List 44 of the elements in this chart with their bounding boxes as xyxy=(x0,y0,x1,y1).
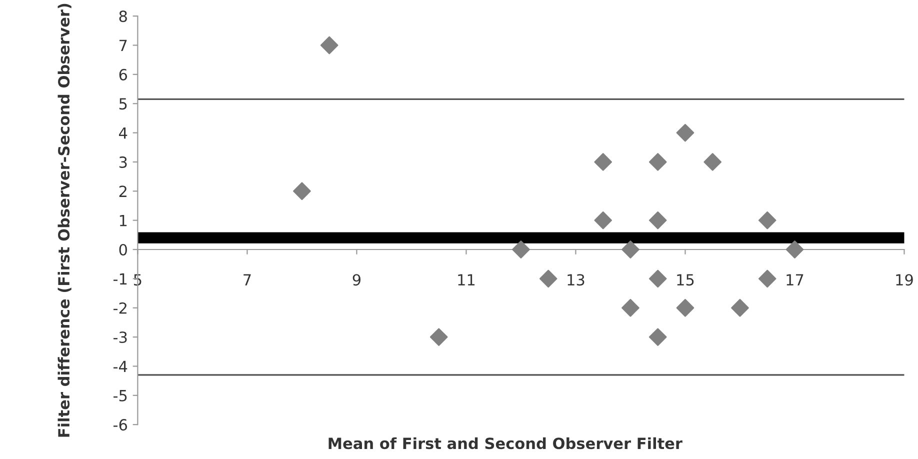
point xyxy=(293,182,311,200)
x-tick-label: 9 xyxy=(352,274,360,286)
y-tick-label: -2 xyxy=(113,302,126,314)
x-tick-label: 7 xyxy=(244,274,251,286)
y-tick-label: -3 xyxy=(113,332,127,344)
y-axis-title: Filter difference (First Observer-Second Observer) xyxy=(58,4,72,437)
point xyxy=(648,153,667,171)
y-tick-label: 3 xyxy=(119,156,127,168)
y-tick-label: -4 xyxy=(113,360,128,372)
x-tick-label: 15 xyxy=(677,274,694,286)
point xyxy=(648,270,667,288)
point xyxy=(676,124,694,142)
y-tick-label: -6 xyxy=(113,419,128,431)
x-tick-label: 17 xyxy=(786,274,804,286)
y-tick-label: 6 xyxy=(119,68,128,80)
point xyxy=(758,270,776,288)
y-tick-label: 1 xyxy=(120,214,127,226)
point xyxy=(648,211,667,230)
point xyxy=(786,240,804,258)
point xyxy=(430,328,448,346)
y-tick-label: 7 xyxy=(120,40,127,52)
point xyxy=(539,270,558,288)
point xyxy=(320,36,338,54)
x-tick-label: 13 xyxy=(568,274,584,286)
point xyxy=(731,298,749,317)
point xyxy=(622,240,640,258)
y-tick-label: 4 xyxy=(119,127,128,139)
y-tick-label: 0 xyxy=(119,244,127,256)
y-tick-label: 2 xyxy=(119,186,126,197)
point xyxy=(676,298,694,317)
point xyxy=(594,211,612,230)
point xyxy=(622,298,640,317)
x-tick-label: 11 xyxy=(458,274,475,286)
y-tick-label: 5 xyxy=(119,98,127,110)
point xyxy=(594,153,612,171)
x-tick-label: 19 xyxy=(896,274,913,286)
y-tick-label: -1 xyxy=(113,273,127,284)
y-tick-label: -5 xyxy=(113,390,127,402)
point xyxy=(648,328,667,346)
x-axis-title: Mean of First and Second Observer Filter xyxy=(328,437,682,450)
y-tick-label: 8 xyxy=(119,10,127,22)
point xyxy=(758,211,776,230)
point xyxy=(512,240,530,258)
point xyxy=(704,153,722,171)
